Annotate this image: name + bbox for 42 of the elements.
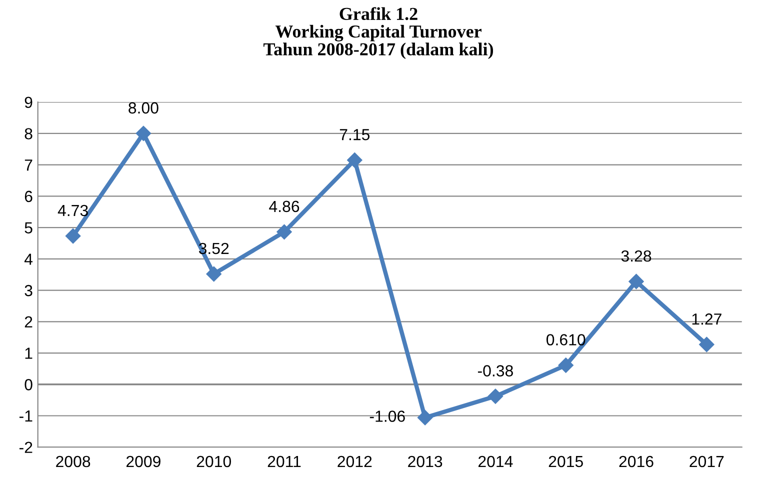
point	[136, 126, 152, 141]
y-tick-label: 3	[24, 284, 32, 296]
x-tick-label: 2014	[478, 456, 513, 468]
x-tick-label: 2017	[690, 456, 724, 468]
y-tick-label: 4	[24, 254, 33, 265]
x-tick-label: 2016	[619, 456, 654, 468]
data-label: 3.28	[621, 250, 652, 262]
data-label: 7.15	[340, 129, 370, 140]
data-label: 0.610	[546, 334, 586, 346]
point	[65, 228, 81, 244]
x-tick-label: 2009	[126, 456, 160, 468]
data-label: 4.73	[58, 204, 88, 216]
point	[558, 358, 574, 373]
data-label: 8.00	[128, 102, 158, 114]
data-label: 4.86	[269, 200, 300, 212]
y-tick-label: -2	[19, 442, 32, 453]
y-tick-label: 6	[24, 190, 32, 202]
point	[417, 410, 433, 426]
y-tick-label: 9	[24, 96, 32, 108]
point	[206, 266, 222, 282]
x-tick-label: 2015	[548, 456, 583, 468]
y-tick-label: 8	[24, 128, 32, 140]
point	[488, 388, 504, 404]
y-tick-label: 0	[24, 379, 32, 390]
point	[347, 152, 362, 168]
x-tick-label: 2010	[196, 456, 231, 468]
y-tick-label: -1	[19, 410, 32, 422]
y-tick-label: 7	[24, 160, 32, 171]
y-tick-label: 2	[24, 316, 32, 328]
data-label: -1.06	[370, 410, 405, 422]
data-label: -0.38	[478, 365, 513, 376]
y-tick-label: 1	[25, 348, 32, 359]
x-tick-label: 2012	[338, 456, 372, 468]
chart-title: Grafik 1.2 Working Capital Turnover Tahun 2008-2017 (dalam kali)	[263, 7, 494, 60]
x-tick-label: 2011	[268, 456, 301, 468]
data-label: 1.27	[692, 313, 722, 325]
point	[276, 224, 292, 240]
x-tick-label: 2008	[56, 456, 90, 468]
x-tick-label: 2013	[408, 456, 442, 468]
y-tick-label: 5	[24, 222, 32, 234]
point	[628, 274, 644, 290]
point	[699, 336, 714, 352]
